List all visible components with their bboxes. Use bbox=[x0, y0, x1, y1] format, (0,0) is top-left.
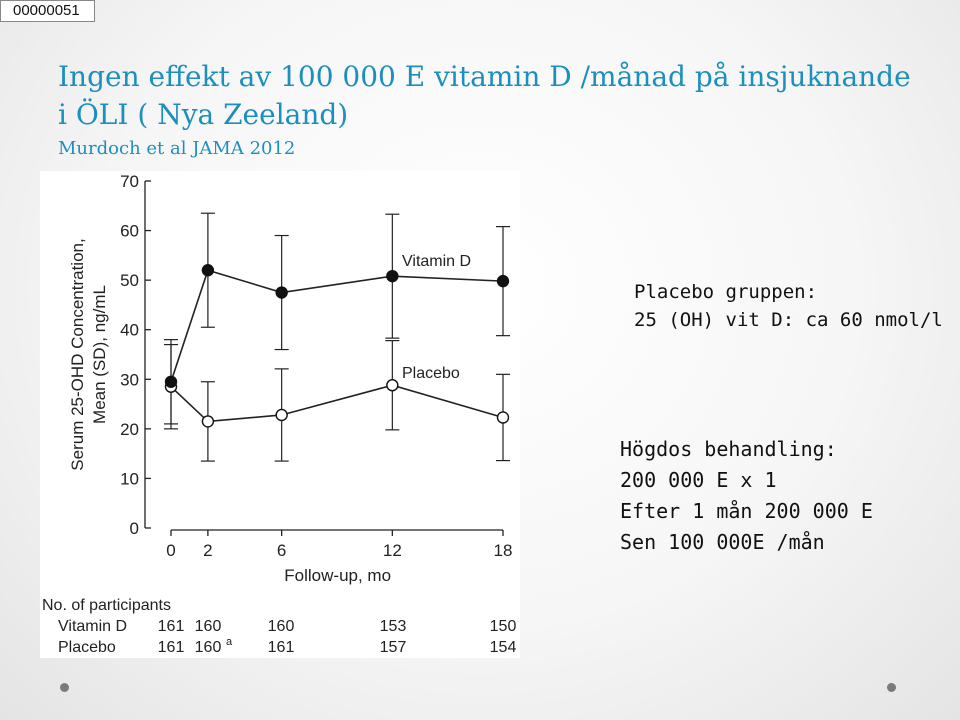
bottom-left-dot bbox=[60, 683, 69, 692]
vitamin-d-data-point bbox=[164, 375, 178, 388]
y-tick-label: 50 bbox=[120, 271, 139, 290]
y-tick-label: 40 bbox=[120, 321, 139, 340]
participants-row-label: Vitamin D bbox=[58, 618, 127, 635]
participants-count: 160 bbox=[195, 618, 222, 635]
participants-header: No. of participants bbox=[42, 597, 171, 614]
y-tick-label: 60 bbox=[120, 222, 139, 241]
vitamin-d-data-point bbox=[275, 286, 288, 299]
vitamin-d-data-point bbox=[386, 269, 399, 283]
participants-row-label: Placebo bbox=[58, 639, 116, 656]
y-tick-label: 0 bbox=[130, 519, 139, 538]
x-tick-label: 0 bbox=[166, 541, 175, 560]
placebo-note-title: Placebo gruppen: bbox=[634, 281, 818, 303]
placebo-note: Placebo gruppen: 25 (OH) vit D: ca 60 nm… bbox=[634, 278, 943, 334]
vitamin-d-data-point bbox=[201, 264, 215, 277]
placebo-data-point bbox=[496, 411, 510, 424]
placebo-data-point bbox=[201, 415, 215, 428]
x-tick-label: 2 bbox=[203, 541, 212, 560]
title-block: Ingen effekt av 100 000 E vitamin D /mån… bbox=[58, 58, 918, 162]
placebo-data-point bbox=[275, 408, 288, 422]
x-tick-label: 6 bbox=[277, 541, 286, 560]
bottom-right-dot bbox=[887, 683, 896, 692]
y-tick-label: 10 bbox=[120, 469, 139, 488]
chart-svg: 0 10 20 30 40 50 60 70 0 2 6 12 18 Follow-up, mo Serum… bbox=[42, 172, 517, 656]
participants-count: 161 bbox=[158, 639, 185, 656]
placebo-series-label: Placebo bbox=[402, 365, 460, 382]
x-axis-label: Follow-up, mo bbox=[284, 566, 391, 585]
dose-note-title: Högdos behandling: bbox=[620, 437, 837, 461]
dose-note-line-3: Sen 100 000E /mån bbox=[620, 530, 825, 554]
participants-count: 150 bbox=[490, 618, 517, 635]
x-tick-label: 18 bbox=[494, 541, 513, 560]
slide-id-label: 00000051 bbox=[0, 0, 95, 22]
x-tick-label: 12 bbox=[383, 541, 402, 560]
participants-footnote-mark: a bbox=[226, 636, 233, 648]
dose-note-line-1: 200 000 E x 1 bbox=[620, 468, 777, 492]
slide-title-line-2: i ÖLI ( Nya Zeeland) bbox=[58, 98, 349, 131]
participants-count: 161 bbox=[158, 618, 185, 635]
placebo-data-point bbox=[386, 379, 399, 392]
participants-count: 157 bbox=[380, 639, 407, 656]
participants-count: 160 bbox=[195, 639, 222, 656]
y-tick-label: 30 bbox=[120, 370, 139, 389]
chart-figure: 0 10 20 30 40 50 60 70 0 2 6 12 18 Follow-up, mo Serum… bbox=[40, 171, 520, 658]
y-tick-label: 20 bbox=[120, 420, 139, 439]
participants-count: 153 bbox=[380, 618, 407, 635]
slide-title-line-1: Ingen effekt av 100 000 E vitamin D /mån… bbox=[58, 60, 911, 93]
participants-count: 160 bbox=[268, 618, 295, 635]
y-tick-label: 70 bbox=[120, 172, 139, 191]
dose-note-line-2: Efter 1 mån 200 000 E bbox=[620, 499, 873, 523]
y-axis-label-line-2: Mean (SD), ng/mL bbox=[90, 285, 109, 424]
vitamin-d-series-label: Vitamin D bbox=[402, 253, 471, 270]
participants-count: 154 bbox=[490, 639, 517, 656]
dose-note: Högdos behandling: 200 000 E x 1 Efter 1… bbox=[620, 434, 873, 558]
vitamin-d-data-point bbox=[496, 274, 510, 288]
slide-subtitle: Murdoch et al JAMA 2012 bbox=[58, 138, 296, 159]
y-axis-label-line-1: Serum 25-OHD Concentration, bbox=[68, 238, 87, 470]
placebo-series-line bbox=[170, 384, 504, 423]
placebo-note-value: 25 (OH) vit D: ca 60 nmol/l bbox=[634, 309, 943, 331]
participants-count: 161 bbox=[268, 639, 295, 656]
